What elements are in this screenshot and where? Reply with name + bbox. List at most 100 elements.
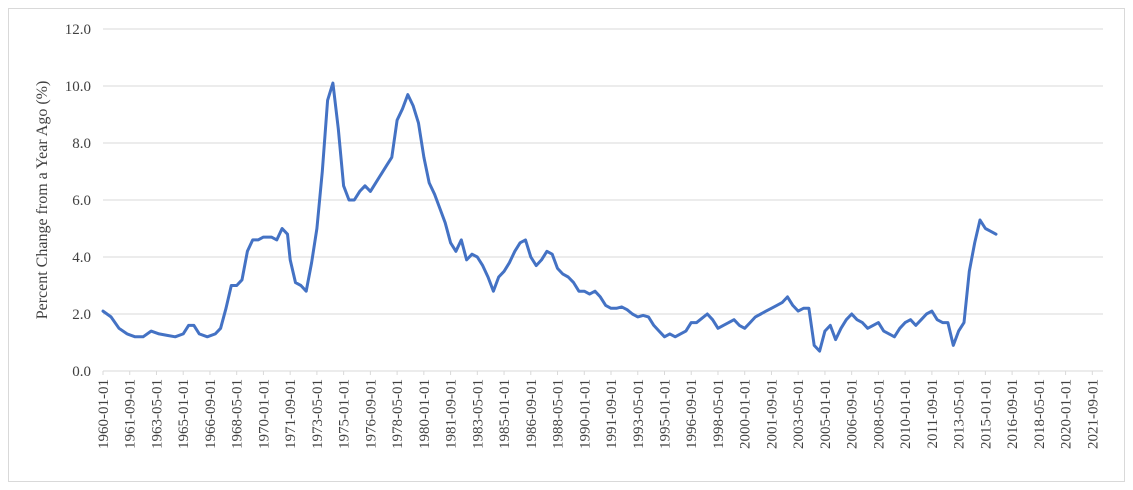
x-tick-label: 2016-09-01 — [1005, 379, 1021, 449]
data-point — [877, 321, 880, 324]
data-point — [407, 93, 409, 96]
data-point — [401, 108, 404, 110]
data-point — [931, 310, 933, 312]
data-point — [781, 301, 783, 304]
data-point — [193, 324, 195, 327]
data-point — [455, 250, 457, 253]
data-point — [765, 310, 767, 312]
data-point — [380, 173, 382, 176]
data-point — [856, 318, 858, 321]
data-point — [281, 227, 283, 230]
data-point — [904, 321, 906, 324]
data-point — [423, 156, 425, 159]
data-point — [142, 336, 144, 338]
data-point — [925, 313, 928, 315]
x-tick-label: 2003-05-01 — [791, 379, 807, 449]
data-point — [727, 321, 730, 324]
data-point — [337, 128, 340, 130]
x-tick-label: 1993-05-01 — [631, 379, 647, 449]
chart-frame — [8, 8, 1125, 482]
data-point — [989, 230, 992, 233]
data-point — [514, 250, 516, 253]
data-point — [813, 344, 815, 347]
data-point — [374, 182, 377, 184]
data-point — [952, 344, 955, 347]
data-point — [524, 239, 527, 241]
y-axis-title: Percent Change from a Year Ago (%) — [34, 81, 51, 320]
data-point — [471, 253, 473, 255]
x-tick-label: 1986-09-01 — [524, 379, 540, 449]
data-point — [610, 307, 612, 310]
data-point — [546, 250, 548, 253]
data-point — [241, 279, 243, 281]
y-tick-label: 8.0 — [72, 136, 91, 152]
data-point — [899, 327, 901, 330]
data-point — [326, 99, 329, 102]
x-tick-label: 1960-01-01 — [96, 379, 112, 449]
x-tick-label: 2011-09-01 — [925, 379, 941, 448]
data-point — [802, 307, 805, 310]
x-tick-label: 1970-01-01 — [256, 379, 272, 449]
data-point — [658, 330, 660, 332]
data-point — [679, 333, 682, 335]
data-point — [829, 324, 832, 327]
x-tick-label: 1963-05-01 — [149, 379, 165, 449]
data-point — [642, 314, 644, 317]
data-point — [476, 256, 479, 258]
data-point — [695, 321, 698, 324]
data-point — [262, 236, 265, 238]
data-point — [412, 105, 415, 107]
data-point — [882, 330, 885, 332]
data-point — [840, 327, 842, 330]
data-point — [166, 334, 168, 337]
data-point — [834, 338, 837, 341]
data-point — [433, 193, 436, 196]
data-point — [957, 330, 960, 332]
data-point — [604, 304, 607, 307]
data-point — [503, 270, 505, 273]
data-point — [653, 324, 655, 327]
x-tick-label: 1995-01-01 — [657, 379, 673, 449]
data-point — [305, 290, 308, 293]
data-point — [182, 333, 184, 335]
data-point — [861, 321, 864, 324]
data-point — [776, 304, 778, 307]
data-point — [465, 259, 468, 261]
data-point — [150, 330, 152, 332]
x-tick-label: 2006-09-01 — [845, 379, 861, 449]
x-tick-label: 2008-05-01 — [871, 379, 887, 449]
data-point — [722, 324, 725, 327]
data-point — [754, 316, 757, 318]
data-point — [663, 336, 666, 338]
data-point — [385, 165, 388, 167]
data-point — [909, 318, 912, 321]
data-point — [556, 267, 559, 270]
data-point — [321, 170, 324, 173]
x-tick-label: 1978-05-01 — [390, 379, 406, 449]
data-point — [824, 330, 826, 332]
data-point — [391, 156, 393, 159]
data-point — [738, 324, 741, 327]
data-point — [519, 242, 521, 244]
data-point — [110, 316, 112, 318]
data-point — [300, 284, 302, 287]
x-tick-label: 2010-01-01 — [898, 379, 914, 449]
data-point — [198, 333, 201, 335]
data-point — [276, 239, 278, 241]
data-point — [497, 276, 500, 278]
data-point — [749, 321, 751, 324]
data-point — [294, 281, 297, 284]
data-point — [888, 333, 890, 335]
data-point — [984, 227, 987, 230]
x-tick-label: 2001-09-01 — [764, 379, 780, 449]
data-point — [717, 327, 719, 330]
data-point — [711, 318, 714, 321]
series-line — [101, 81, 998, 353]
x-tick-label: 1965-01-01 — [176, 379, 192, 449]
x-tick-label: 1988-05-01 — [551, 379, 567, 449]
data-point — [481, 264, 484, 267]
data-point — [316, 227, 318, 230]
data-point — [968, 270, 971, 273]
data-point — [850, 313, 853, 315]
data-point — [289, 259, 292, 261]
